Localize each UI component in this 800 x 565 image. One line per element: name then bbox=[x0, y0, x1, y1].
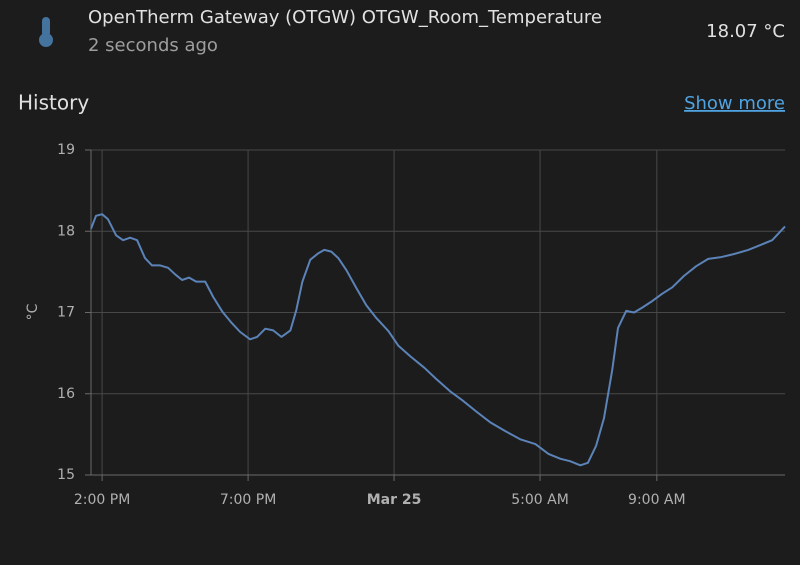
x-tick-label: 7:00 PM bbox=[220, 492, 276, 508]
y-axis-label: °C bbox=[25, 303, 41, 320]
x-tick-label: 2:00 PM bbox=[74, 492, 130, 508]
y-tick-label: 17 bbox=[57, 305, 75, 321]
section-title: History bbox=[18, 91, 89, 115]
x-tick-label: 5:00 AM bbox=[511, 492, 569, 508]
show-more-link[interactable]: Show more bbox=[684, 93, 785, 114]
entity-title: OpenTherm Gateway (OTGW) OTGW_Room_Tempe… bbox=[88, 7, 602, 28]
last-updated: 2 seconds ago bbox=[88, 35, 218, 56]
entity-state: 18.07 °C bbox=[706, 21, 785, 42]
temperature-line bbox=[90, 213, 786, 467]
y-tick-label: 19 bbox=[57, 142, 75, 158]
y-tick-label: 16 bbox=[57, 386, 75, 402]
y-tick-label: 15 bbox=[57, 467, 75, 483]
x-tick-label: Mar 25 bbox=[367, 492, 422, 508]
x-tick-label: 9:00 AM bbox=[628, 492, 686, 508]
y-tick-label: 18 bbox=[57, 223, 75, 239]
thermometer-icon bbox=[39, 17, 53, 47]
